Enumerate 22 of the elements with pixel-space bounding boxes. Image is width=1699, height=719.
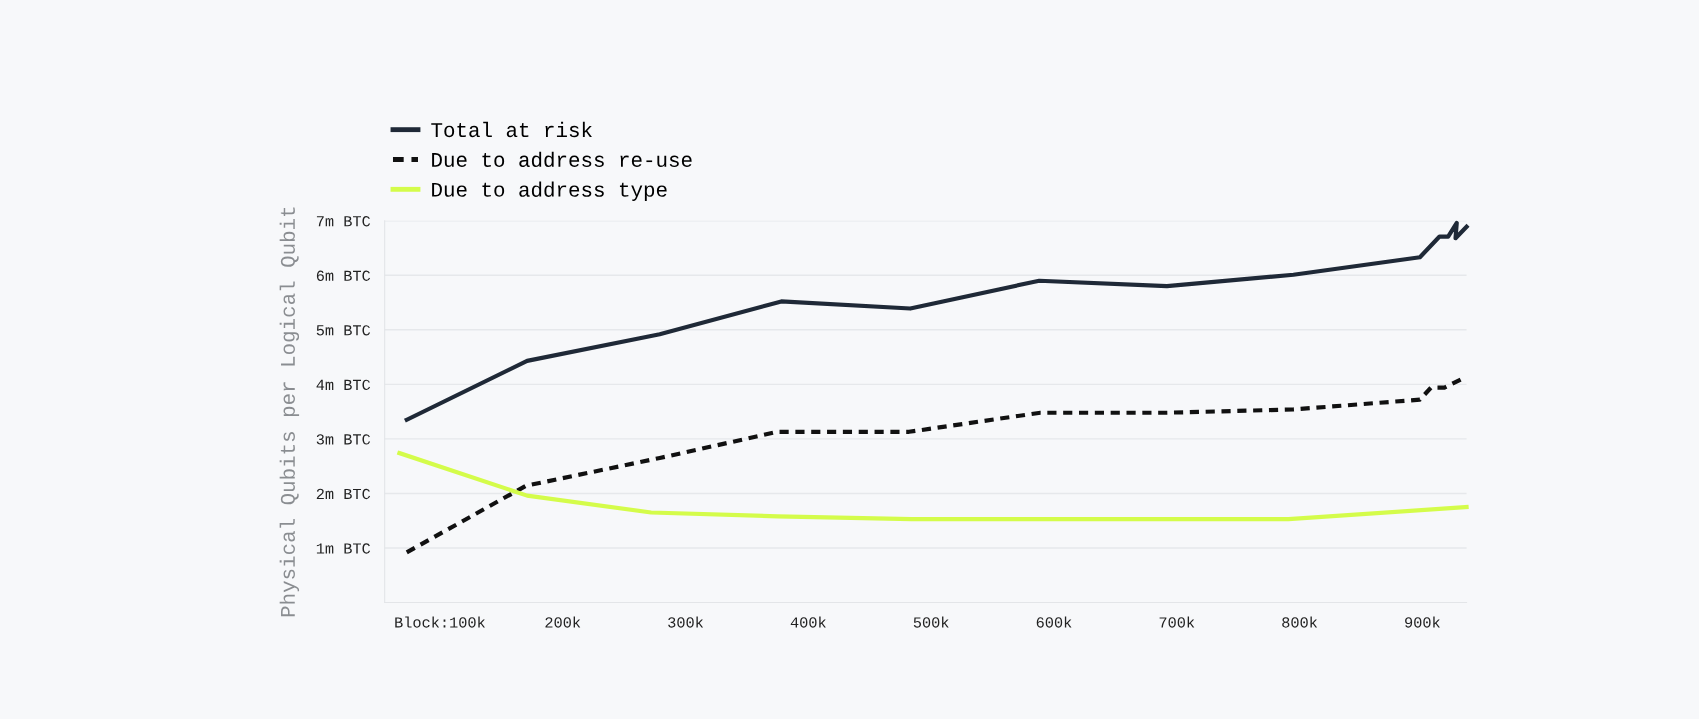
legend-label: Due to address re-use	[432, 151, 692, 168]
x-tick-label: 900k	[1405, 616, 1440, 628]
x-tick-label: 600k	[1036, 616, 1072, 628]
y-tick-label: 3m BTC	[316, 434, 371, 445]
y-tick-label: 5m BTC	[316, 325, 371, 336]
x-tick-label: 300k	[668, 616, 704, 628]
y-tick-label: 7m BTC	[316, 216, 371, 227]
y-tick-label: 4m BTC	[316, 379, 371, 391]
y-tick-label: 6m BTC	[316, 270, 371, 281]
x-tick-label: 500k	[913, 616, 949, 628]
y-axis-title: Physical Qubits per Logical Qubit	[279, 207, 300, 617]
legend-label: Total at risk	[431, 121, 592, 138]
y-tick-label: 1m BTC	[316, 543, 371, 554]
x-tick-label: 700k	[1159, 616, 1195, 628]
x-tick-label: 800k	[1282, 616, 1318, 628]
x-tick-label: 400k	[790, 616, 826, 628]
legend-label: Due to address type	[432, 181, 667, 201]
y-tick-label: 2m BTC	[316, 488, 371, 500]
x-tick-label: 200k	[545, 616, 581, 628]
line-series	[404, 220, 1469, 422]
x-tick-label: Block:100k	[395, 616, 485, 628]
line-series	[397, 450, 1469, 522]
